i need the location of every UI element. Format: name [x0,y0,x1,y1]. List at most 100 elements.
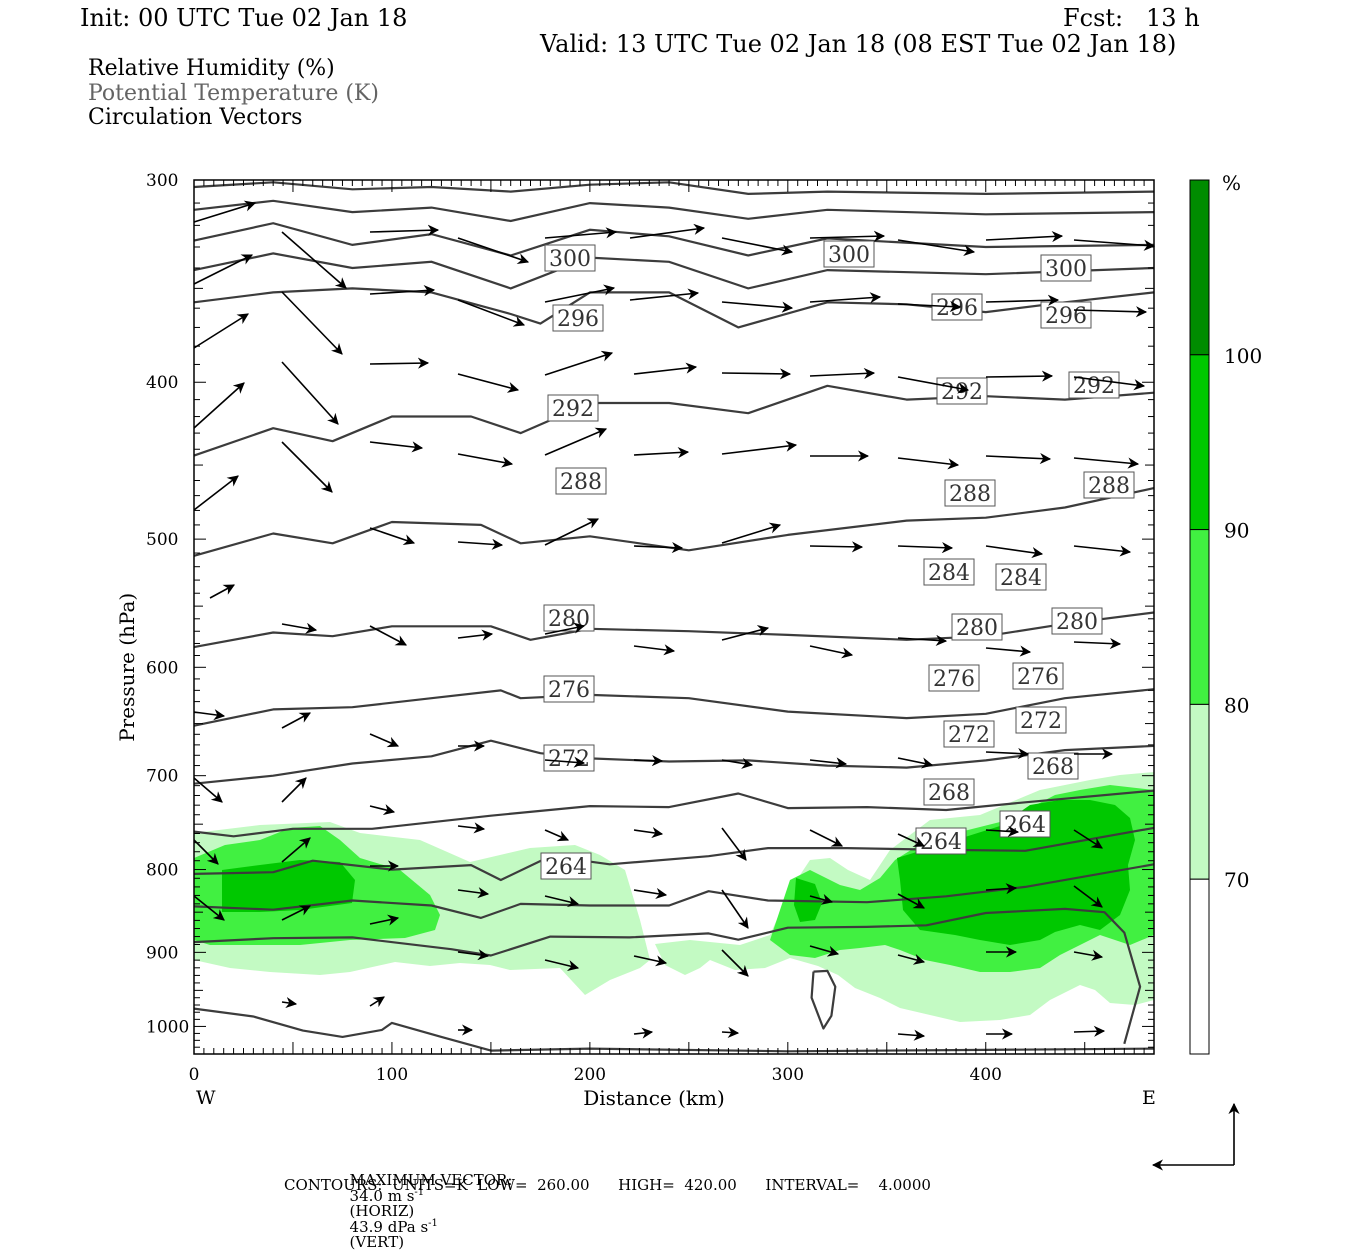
contour-label-box [923,558,975,586]
colorbar-label: 90 [1224,519,1249,543]
circulation-vector [544,756,586,768]
circulation-vector [369,357,430,369]
contour-label-292: 292 [547,394,599,422]
contour-label-text: 288 [1088,474,1130,499]
contour-label-box [544,244,596,272]
theta-contour-upper [193,199,1155,223]
circulation-vector [633,755,664,767]
circulation-vector [193,839,219,865]
colorbar-label: 70 [1224,868,1249,892]
circulation-vector [633,644,676,656]
circulation-vector [985,294,1060,306]
circulation-vector [544,829,570,842]
circulation-vector [629,223,706,239]
circulation-vector [369,733,400,748]
max-vert-exp: -1 [428,1218,438,1229]
circulation-vector [633,541,684,554]
contour-label-276: 276 [543,675,595,703]
contour-label-268: 268 [1027,752,1079,780]
circulation-vector [193,313,249,349]
colorbar-segment [1189,703,1210,880]
circulation-vector [721,889,749,929]
contour-label-300: 300 [823,240,875,268]
circulation-vector [369,625,407,646]
contour-label-280: 280 [543,604,595,632]
contour-label-text: 296 [1045,304,1087,329]
rh-fill-layer [194,772,1154,1022]
contour-label-box [1040,301,1092,329]
contour-label-text: 280 [1056,610,1098,635]
circulation-vector [544,895,580,908]
circulation-vector [544,227,618,239]
circulation-vector [809,292,882,304]
y-tick-label: 400 [146,373,178,393]
legend-vectors: Circulation Vectors [88,105,303,130]
circulation-vector [721,757,754,769]
contour-label-box [923,778,975,806]
circulation-vector [209,584,235,599]
colorbar-label: 100 [1224,344,1262,368]
x-tick-label: 200 [574,1065,606,1085]
y-tick-label: 600 [146,658,178,678]
circulation-vector [897,239,976,256]
circulation-vector [281,777,307,803]
theta-contour-268 [193,863,1155,920]
init-time: Init: 00 UTC Tue 02 Jan 18 [80,4,408,32]
circulation-vector [633,955,668,967]
contour-label-text: 284 [928,561,970,586]
contour-label-text: 280 [956,616,998,641]
contour-label-288: 288 [1083,471,1135,499]
theta-contour-276 [193,789,1155,838]
contour-label-text: 272 [948,723,990,748]
contour-label-296: 296 [552,304,604,332]
circulation-vector [721,625,770,641]
circulation-vector [1073,545,1132,557]
contour-label-264: 264 [999,810,1051,838]
contour-label-box [951,613,1003,641]
contour-label-box [552,304,604,332]
vector-layer [193,200,1156,1041]
contour-label-292: 292 [936,377,988,405]
circulation-vector [721,949,749,977]
x-tick-label: 300 [772,1065,804,1085]
circulation-vector [544,622,586,635]
circulation-vector [193,200,257,223]
contour-label-box [1040,254,1092,282]
contour-label-268: 268 [923,778,975,806]
contour-label-text: 276 [548,678,590,703]
circulation-vector [985,883,1018,895]
contour-label-text: 288 [560,470,602,495]
contour-label-text: 280 [548,607,590,632]
y-tick-label: 800 [146,861,178,881]
theta-contour-284 [193,688,1155,727]
colorbar: 100 90 80 70% [1189,171,1262,1055]
circulation-vector [985,825,1020,837]
circulation-vector [721,301,794,313]
circulation-vector [721,522,782,544]
circulation-vector [809,945,840,957]
circulation-vector [809,829,844,847]
contour-label-box [555,467,607,495]
circulation-vector [721,827,747,861]
legend-theta: Potential Temperature (K) [88,81,379,106]
contour-label-box [995,563,1047,591]
circulation-vector [544,284,616,303]
west-label: W [196,1087,216,1109]
circulation-vector [1073,376,1146,391]
theta-contour-264 [193,907,1142,1045]
contour-label-284: 284 [995,563,1047,591]
x-tick-label: 400 [970,1065,1002,1085]
contour-label-292: 292 [1068,371,1120,399]
circulation-vector [897,457,960,470]
contour-label-text: 264 [1004,813,1046,838]
contour-label-box [931,293,983,321]
contour-label-276: 276 [1012,662,1064,690]
plot-frame [193,179,1155,1055]
contour-label-box [1068,371,1120,399]
circulation-vector [633,362,698,375]
valid-time: Valid: 13 UTC Tue 02 Jan 18 (08 EST Tue … [540,30,1177,58]
circulation-vector [809,893,834,905]
contour-label-272: 272 [1015,706,1067,734]
contour-label-text: 268 [1032,755,1074,780]
circulation-vector [809,645,854,659]
